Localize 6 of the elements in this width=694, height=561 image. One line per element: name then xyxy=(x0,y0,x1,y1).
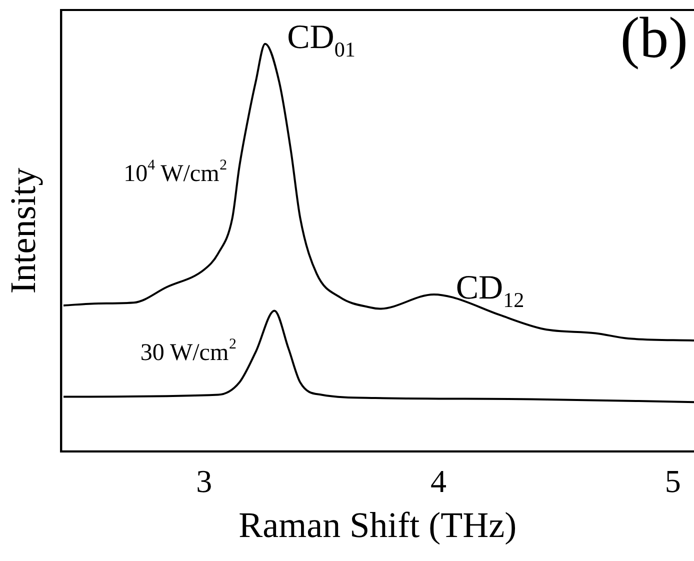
x-tick-label: 5 xyxy=(664,463,681,500)
x-tick-label: 3 xyxy=(196,463,212,500)
x-axis-title: Raman Shift (THz) xyxy=(238,504,517,545)
y-axis-title: Intensity xyxy=(3,168,44,294)
annotation: (b) xyxy=(620,5,688,70)
x-tick-label: 4 xyxy=(430,463,447,500)
